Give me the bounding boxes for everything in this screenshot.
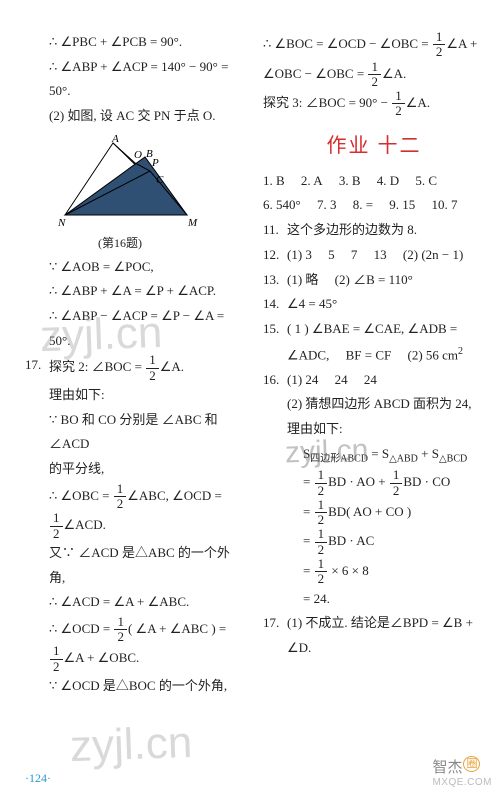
answers-row: 1. B 2. A 3. B 4. D 5. C [263, 169, 485, 194]
line: (2) 如图, 设 AC 交 PN 于点 O. [25, 104, 245, 129]
text: ∠A. [160, 359, 184, 374]
svg-text:C: C [156, 174, 164, 186]
svg-text:A: A [111, 135, 119, 145]
triangle-figure: A O P B C N M [55, 135, 205, 230]
line: ∠OBC − ∠OBC = 12∠A. [263, 60, 485, 90]
answers-row: 6. 540° 7. 3 8. = 9. 15 10. 7 [263, 193, 485, 218]
line: 12∠A + ∠OBC. [25, 644, 245, 674]
right-column: ∴ ∠BOC = ∠OCD − ∠OBC = 12∠A + ∠OBC − ∠OB… [255, 30, 485, 760]
q17: 17. 探究 2: ∠BOC = 12∠A. [25, 353, 245, 383]
svg-text:N: N [57, 217, 66, 229]
fraction: 12 [146, 353, 159, 383]
q14: 14.∠4 = 45° [263, 292, 485, 317]
q16: 16.(1) 24 24 24 [263, 368, 485, 393]
text: 探究 2: ∠BOC = [49, 359, 145, 374]
section-heading: 作业 十二 [263, 127, 485, 165]
line: ∴ ∠ABP + ∠ACP = 140° − 90° = [25, 55, 245, 80]
line: ∴ ∠ACD = ∠A + ∠ABC. [25, 590, 245, 615]
figure-caption: (第16题) [55, 232, 185, 255]
line: 理由如下: [263, 417, 485, 442]
line: 又∵ ∠ACD 是△ABC 的一个外角, [25, 541, 245, 590]
svg-text:M: M [187, 217, 198, 229]
q11: 11.这个多边形的边数为 8. [263, 218, 485, 243]
line: 50°. [25, 79, 245, 104]
corner-watermark: 智杰圈 MXQE.COM [432, 756, 492, 788]
line: ∴ ∠BOC = ∠OCD − ∠OBC = 12∠A + [263, 30, 485, 60]
line: 探究 3: ∠BOC = 90° − 12∠A. [263, 89, 485, 119]
line: S四边形ABCD = S△ABD + S△BCD [263, 442, 485, 469]
page-number: ·124· [25, 771, 51, 786]
q17r: 17.(1) 不成立. 结论是∠BPD = ∠B + ∠D. [263, 611, 485, 660]
line: ∵ ∠AOB = ∠POC, [25, 255, 245, 280]
q12: 12.(1) 3 5 7 13 (2) (2n − 1) [263, 243, 485, 268]
line: ∵ ∠OCD 是△BOC 的一个外角, [25, 674, 245, 699]
line: ∴ ∠PBC + ∠PCB = 90°. [25, 30, 245, 55]
line: ∴ ∠OBC = 12∠ABC, ∠OCD = [25, 482, 245, 512]
line: ∠ADC, BF = CF (2) 56 cm2 [263, 342, 485, 368]
q13: 13.(1) 略 (2) ∠B = 110° [263, 268, 485, 293]
line: 的平分线, [25, 457, 245, 482]
svg-text:O: O [134, 149, 142, 161]
line: = 12BD( AO + CO ) [263, 498, 485, 528]
line: ∵ BO 和 CO 分别是 ∠ABC 和 ∠ACD [25, 408, 245, 457]
line: = 12BD · AC [263, 527, 485, 557]
line: = 12 × 6 × 8 [263, 557, 485, 587]
left-column: ∴ ∠PBC + ∠PCB = 90°. ∴ ∠ABP + ∠ACP = 140… [25, 30, 255, 760]
line: (2) 猜想四边形 ABCD 面积为 24, [263, 392, 485, 417]
line: ∴ ∠OCD = 12( ∠A + ∠ABC ) = [25, 615, 245, 645]
line: ∴ ∠ABP + ∠A = ∠P + ∠ACP. [25, 279, 245, 304]
line: = 24. [263, 587, 485, 612]
q-num: 17. [25, 353, 41, 378]
line: 12∠ACD. [25, 511, 245, 541]
line: ∴ ∠ABP − ∠ACP = ∠P − ∠A = 50°. [25, 304, 245, 353]
svg-text:B: B [146, 148, 153, 160]
line: = 12BD · AO + 12BD · CO [263, 468, 485, 498]
q15: 15.( 1 ) ∠BAE = ∠CAE, ∠ADB = [263, 317, 485, 342]
line: 理由如下: [25, 383, 245, 408]
